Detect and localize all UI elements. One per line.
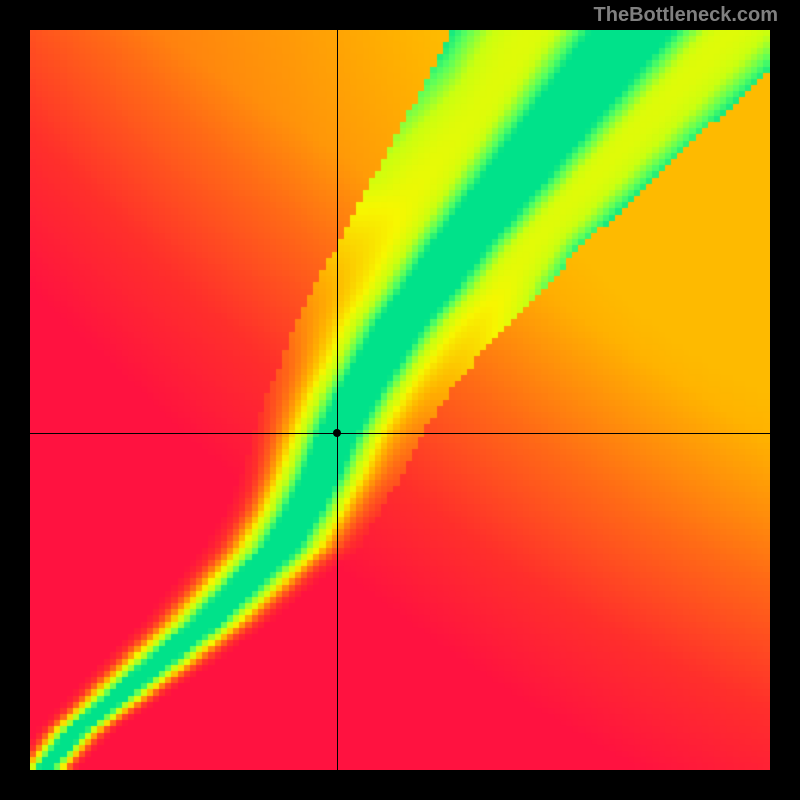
crosshair-vertical <box>337 30 338 770</box>
intersection-marker <box>333 429 341 437</box>
crosshair-horizontal <box>30 433 770 434</box>
bottleneck-heatmap <box>30 30 770 770</box>
heatmap-canvas <box>30 30 770 770</box>
watermark-label: TheBottleneck.com <box>594 4 778 27</box>
